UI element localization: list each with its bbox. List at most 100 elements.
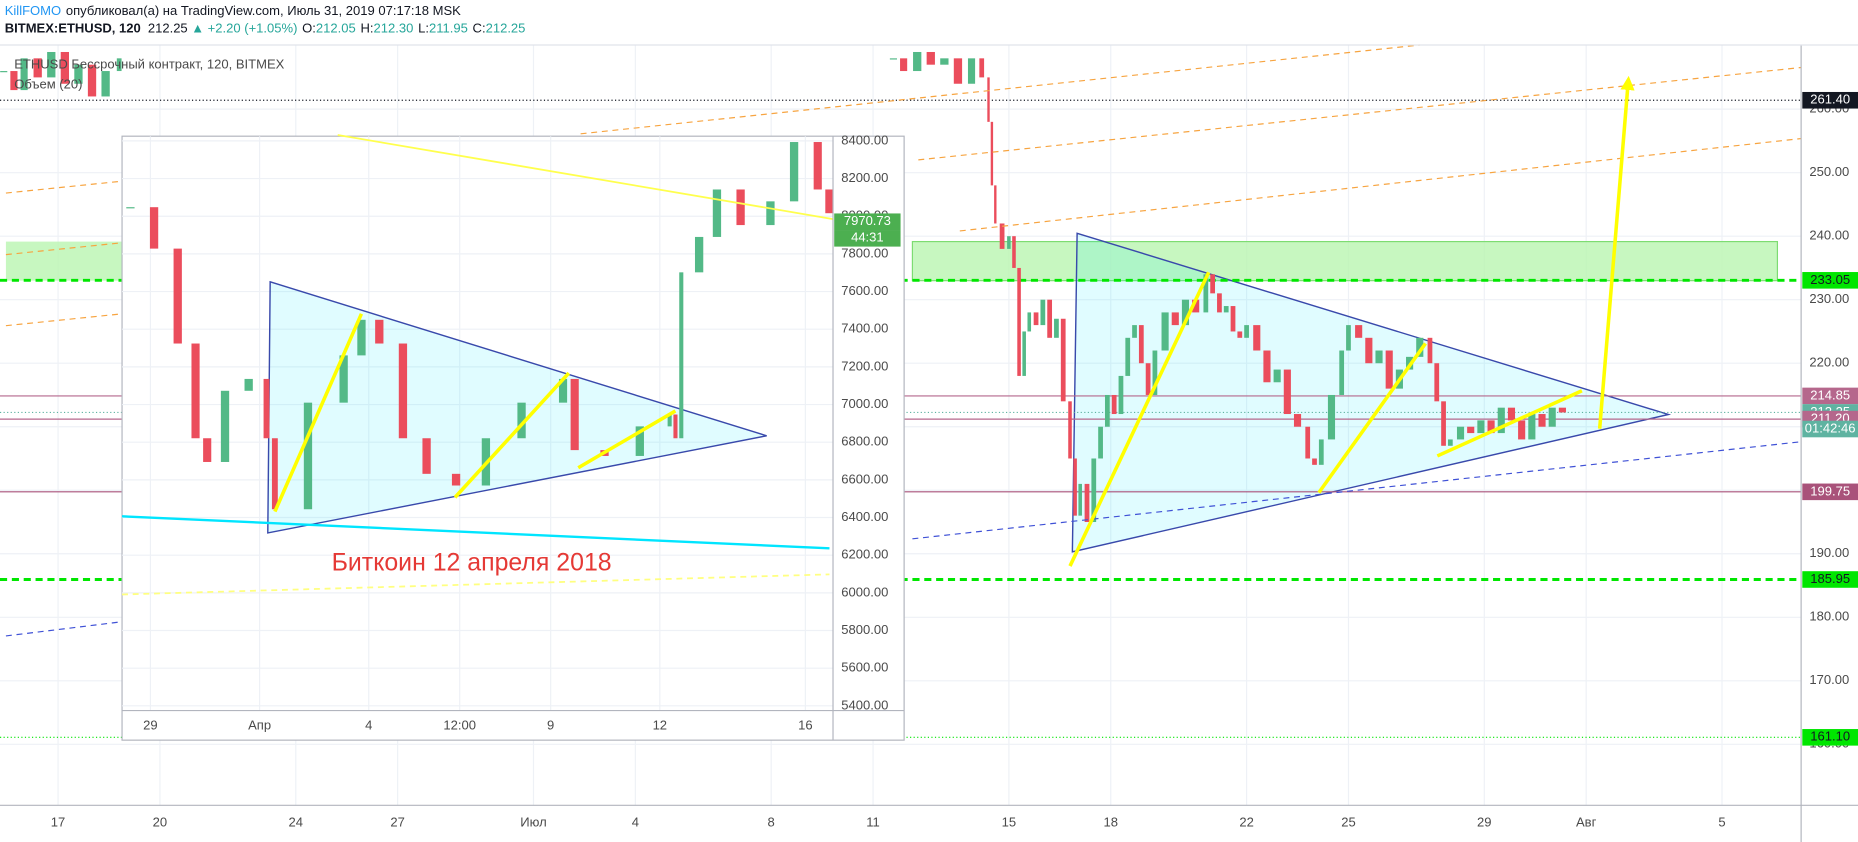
x-tick-label: 8 xyxy=(768,814,775,829)
price-label: 185.95 xyxy=(1810,571,1850,586)
candle xyxy=(766,201,775,226)
candle xyxy=(33,58,42,78)
y-tick-label: 6000.00 xyxy=(841,584,888,599)
candle xyxy=(1538,414,1546,427)
candle xyxy=(1263,350,1271,383)
candle xyxy=(940,58,949,65)
candle xyxy=(1312,458,1317,465)
candle xyxy=(357,319,366,356)
inset-axes: 5400.00 5600.00 5800.00 6000.00 6200.00 6400.… xyxy=(122,132,905,741)
y-tick-label: 6800.00 xyxy=(841,434,888,449)
x-tick-label: 22 xyxy=(1239,814,1253,829)
main-candles xyxy=(0,51,1566,523)
inset-chart: 5400.00 5600.00 5800.00 6000.00 6200.00 6400.… xyxy=(121,132,905,741)
x-tick-label: Июл xyxy=(520,814,546,829)
candle xyxy=(999,223,1005,249)
candle xyxy=(1104,394,1110,427)
candle xyxy=(1365,337,1373,364)
candle xyxy=(1181,299,1190,326)
target-arrow xyxy=(1597,75,1635,429)
candle xyxy=(1456,426,1465,440)
x-tick-label: 24 xyxy=(289,814,303,829)
trend-line xyxy=(122,573,830,596)
channel-line xyxy=(5,313,123,327)
published: опубликовал(а) на TradingView.com, Июль … xyxy=(66,3,461,18)
price-label: 199.75 xyxy=(1810,483,1850,498)
candle xyxy=(1012,236,1016,268)
y-tick-label: 8200.00 xyxy=(841,170,888,185)
candle xyxy=(1244,325,1249,338)
x-tick-label: 4 xyxy=(632,814,639,829)
candle xyxy=(635,426,644,456)
candle xyxy=(1217,293,1222,313)
author[interactable]: KillFOMO xyxy=(5,3,61,18)
wave-line xyxy=(453,371,571,499)
countdown: 44:31 xyxy=(851,230,884,245)
candle xyxy=(1447,439,1453,446)
inset-drawings xyxy=(121,134,834,596)
candle xyxy=(1318,439,1324,465)
candle xyxy=(149,207,159,249)
x-tick-label: Авг xyxy=(1576,814,1597,829)
y-tick-label: 5600.00 xyxy=(841,660,888,675)
candle xyxy=(87,64,97,97)
x-tick-label: 16 xyxy=(798,717,812,732)
candle xyxy=(967,58,976,84)
price-label-bg xyxy=(1802,571,1858,588)
y-tick-label: 6600.00 xyxy=(841,471,888,486)
x-tick-label: 9 xyxy=(547,717,554,732)
wave-line xyxy=(1317,342,1427,494)
wave-line xyxy=(273,313,364,513)
y-tick-label: 6200.00 xyxy=(841,547,888,562)
candle xyxy=(1091,458,1097,523)
candle xyxy=(116,58,122,72)
candle xyxy=(10,71,18,91)
candle xyxy=(1017,267,1021,376)
candle xyxy=(1192,299,1200,313)
countdown: 01:42:46 xyxy=(1805,420,1856,435)
candle xyxy=(1477,420,1485,434)
candle xyxy=(1528,414,1536,440)
candle xyxy=(173,248,182,344)
candle xyxy=(1145,363,1151,395)
x-tick-label: 29 xyxy=(1477,814,1491,829)
inset-grid xyxy=(122,136,834,711)
candle xyxy=(1237,331,1243,338)
ohlc-label: C: xyxy=(473,21,486,36)
support-line xyxy=(5,621,123,637)
annotation: Биткоин 12 апреля 2018 xyxy=(332,548,612,576)
candle xyxy=(1327,394,1336,440)
candle xyxy=(1040,299,1046,326)
candle xyxy=(1047,299,1053,338)
x-tick-label: 15 xyxy=(1002,814,1016,829)
candle xyxy=(451,473,461,486)
candle xyxy=(1305,426,1311,459)
candle xyxy=(694,236,704,273)
y-tick-label: 5800.00 xyxy=(841,622,888,637)
x-tick-label: 12 xyxy=(653,717,667,732)
candle xyxy=(1084,483,1090,523)
candle xyxy=(1467,426,1475,434)
candle xyxy=(422,438,431,474)
candle xyxy=(1434,363,1440,402)
candle xyxy=(1111,394,1117,415)
y-tick-label: 7200.00 xyxy=(841,358,888,373)
symbol-line: BITMEX:ETHUSD, 120 212.25 ▲ +2.20 (+1.05%) O… xyxy=(5,21,526,36)
candle xyxy=(339,355,348,403)
x-tick-label: 4 xyxy=(365,717,372,732)
candle xyxy=(1223,306,1229,313)
candle xyxy=(375,319,384,344)
y-tick-label: 230.00 xyxy=(1809,291,1849,306)
y-tick-label: 240.00 xyxy=(1809,228,1849,243)
wave-line xyxy=(1436,389,1583,458)
candle xyxy=(679,272,684,439)
candle xyxy=(74,64,83,84)
trend-line xyxy=(121,515,830,550)
candle xyxy=(20,58,28,91)
candle xyxy=(1385,350,1393,389)
channel-line xyxy=(5,242,123,256)
price-label-bg xyxy=(834,213,901,231)
candle xyxy=(1253,325,1261,351)
x-tick-label: Апр xyxy=(248,717,271,732)
candle xyxy=(712,189,722,237)
